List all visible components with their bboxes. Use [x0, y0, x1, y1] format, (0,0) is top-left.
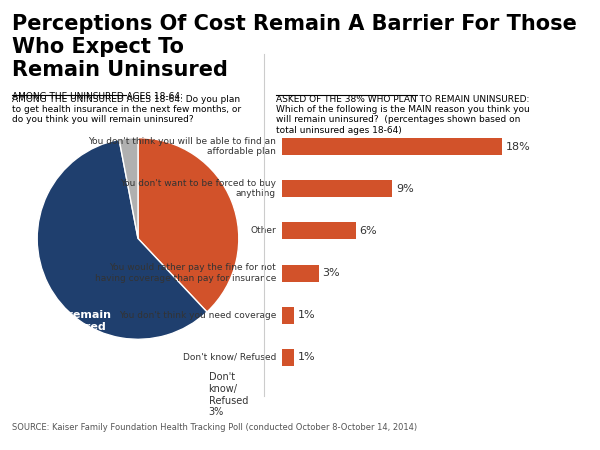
- Text: You don't think you will be able to find an
affordable plan: You don't think you will be able to find…: [88, 137, 276, 156]
- Text: AMONG THE UNINSURED AGES 18-64:: AMONG THE UNINSURED AGES 18-64:: [12, 92, 183, 101]
- Text: 6%: 6%: [359, 226, 377, 236]
- Text: KAISER FAMILY: KAISER FAMILY: [502, 427, 566, 436]
- Text: Other: Other: [250, 226, 276, 235]
- Wedge shape: [37, 140, 207, 339]
- Text: You don't want to be forced to buy
anything: You don't want to be forced to buy anyth…: [120, 179, 276, 198]
- Text: SOURCE: Kaiser Family Foundation Health Tracking Poll (conducted October 8-Octob: SOURCE: Kaiser Family Foundation Health …: [12, 423, 417, 432]
- Bar: [282, 222, 356, 239]
- Bar: [282, 180, 392, 197]
- Text: THE HENRY J.: THE HENRY J.: [508, 416, 560, 422]
- Text: FOUNDATION: FOUNDATION: [508, 438, 560, 445]
- Text: You don't think you need coverage: You don't think you need coverage: [119, 311, 276, 320]
- Wedge shape: [138, 138, 239, 312]
- Bar: [282, 138, 502, 155]
- Text: 1%: 1%: [298, 310, 316, 320]
- Text: 3%: 3%: [322, 268, 340, 278]
- Text: Will remain
uninsured
38%: Will remain uninsured 38%: [40, 310, 110, 343]
- Bar: [282, 349, 295, 366]
- Text: 9%: 9%: [396, 184, 413, 194]
- Text: Don't
know/
Refused
3%: Don't know/ Refused 3%: [209, 372, 248, 417]
- Bar: [282, 307, 295, 324]
- Text: Don't know/ Refused: Don't know/ Refused: [182, 353, 276, 362]
- Text: Perceptions Of Cost Remain A Barrier For Those Who Expect To
Remain Uninsured: Perceptions Of Cost Remain A Barrier For…: [12, 14, 577, 80]
- Text: You would rather pay the fine for not
having coverage than pay for insurance: You would rather pay the fine for not ha…: [95, 263, 276, 283]
- Text: ASKED OF THE 38% WHO PLAN TO REMAIN UNINSURED:
Which of the following is the MAI: ASKED OF THE 38% WHO PLAN TO REMAIN UNIN…: [276, 94, 530, 135]
- Text: 18%: 18%: [506, 142, 531, 152]
- Text: AMONG THE UNINSURED AGES 18-64: Do you plan
to get health insurance in the next : AMONG THE UNINSURED AGES 18-64: Do you p…: [12, 94, 241, 124]
- Wedge shape: [119, 138, 138, 238]
- Bar: [282, 265, 319, 282]
- Text: 1%: 1%: [298, 352, 316, 362]
